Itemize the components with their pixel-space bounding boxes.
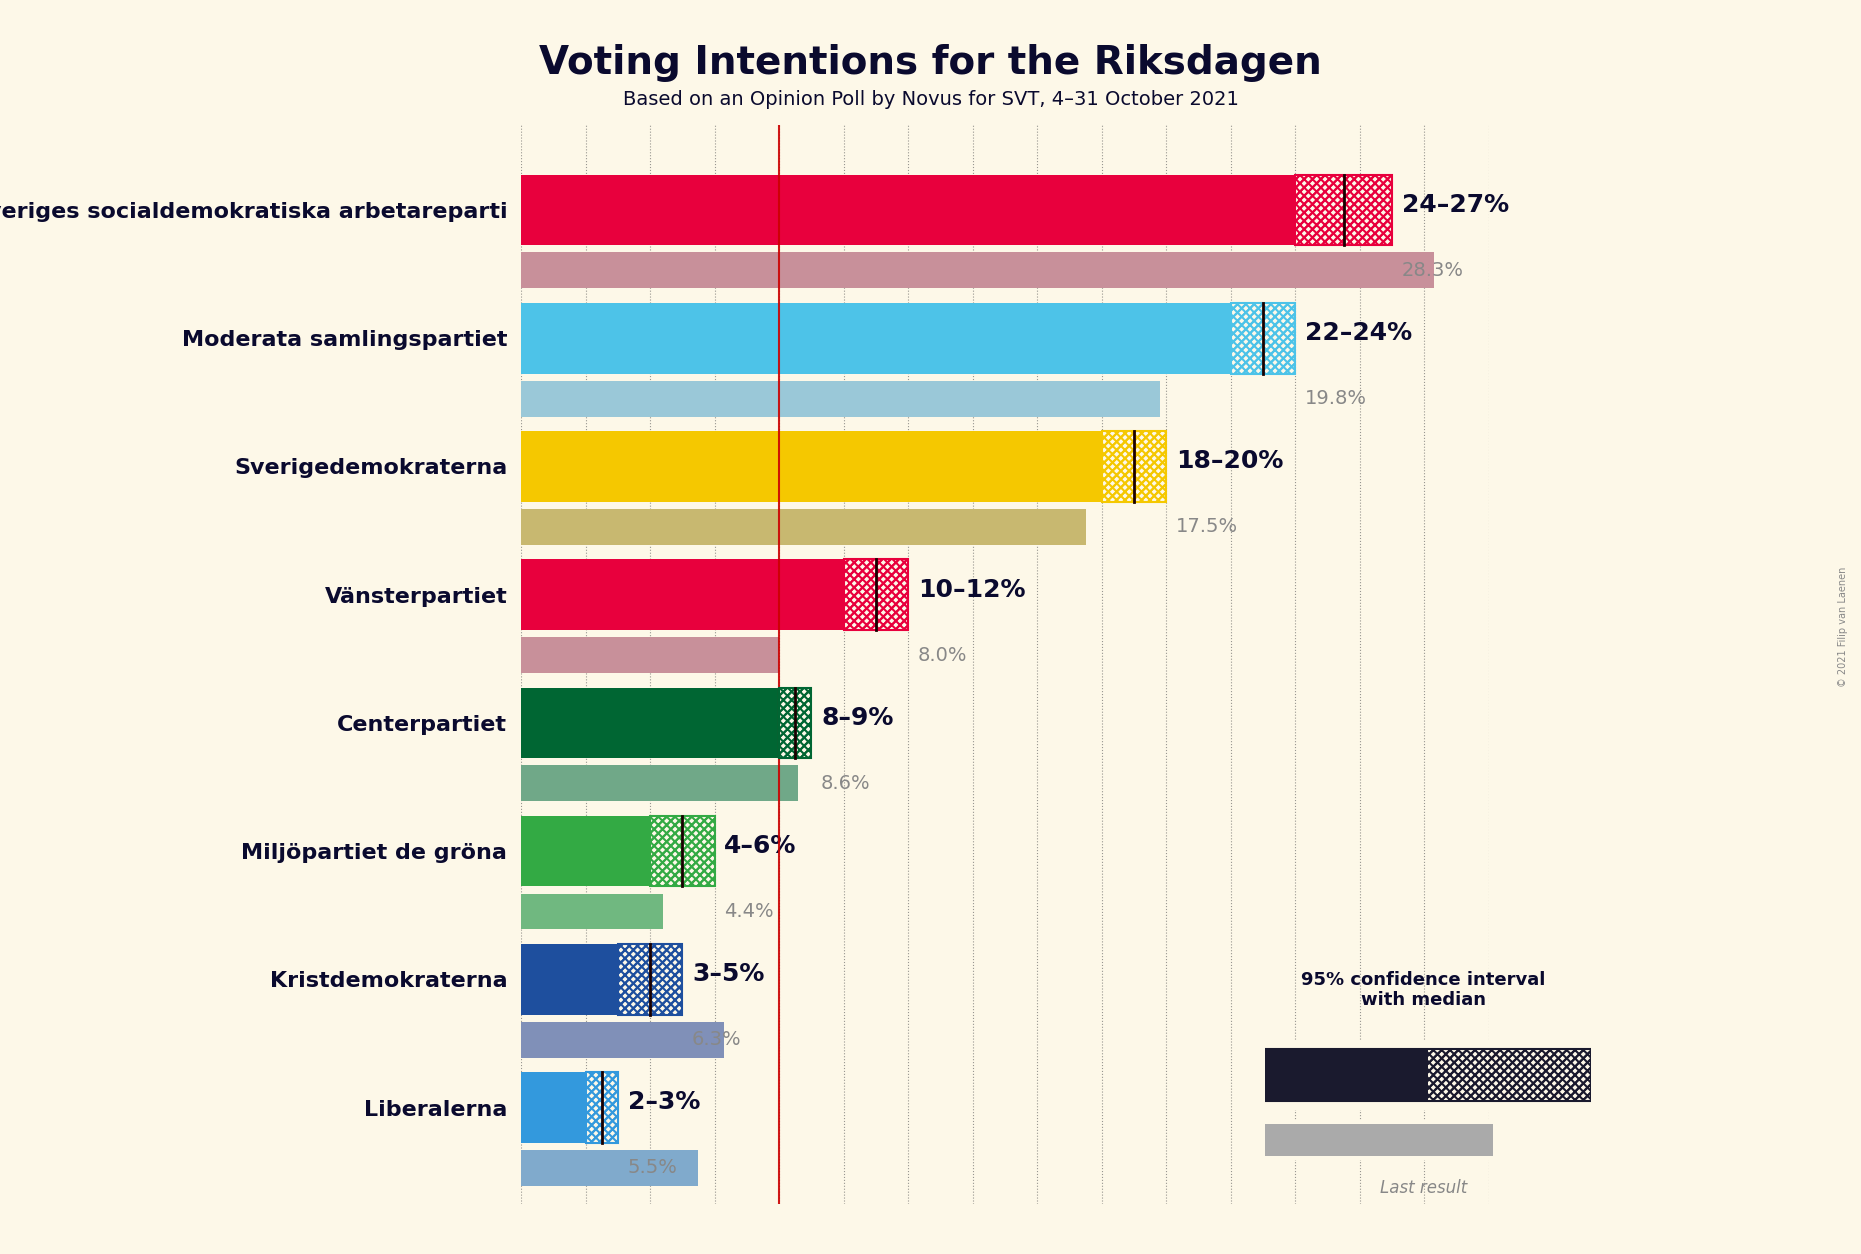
Text: 8.6%: 8.6%	[821, 774, 871, 793]
Bar	[521, 303, 1230, 374]
Bar	[521, 816, 649, 887]
Bar	[843, 559, 908, 630]
Bar	[521, 765, 798, 801]
Bar	[1295, 174, 1392, 246]
Text: 2–3%: 2–3%	[627, 1091, 700, 1115]
Bar	[843, 559, 908, 630]
Bar	[521, 1072, 586, 1142]
Bar	[521, 894, 663, 929]
Bar	[521, 1022, 724, 1057]
Text: 19.8%: 19.8%	[1305, 389, 1368, 408]
Text: 4–6%: 4–6%	[724, 834, 797, 858]
Text: © 2021 Filip van Laenen: © 2021 Filip van Laenen	[1839, 567, 1848, 687]
Text: 3–5%: 3–5%	[692, 962, 765, 986]
Bar	[1230, 303, 1295, 374]
Bar	[1429, 1050, 1591, 1101]
Bar	[780, 687, 811, 759]
Text: Last result: Last result	[1381, 1179, 1466, 1196]
Bar	[1265, 1124, 1493, 1156]
Bar	[1295, 174, 1392, 246]
Bar	[1295, 174, 1392, 246]
Bar	[1295, 174, 1392, 246]
Bar	[521, 252, 1435, 288]
Bar	[780, 687, 811, 759]
Bar	[521, 174, 1295, 246]
Text: 17.5%: 17.5%	[1176, 518, 1238, 537]
Bar	[521, 559, 843, 630]
Bar	[649, 816, 715, 887]
Bar	[1102, 431, 1167, 502]
Bar	[618, 944, 683, 1014]
Bar	[1265, 1050, 1591, 1101]
Bar	[1102, 431, 1167, 502]
Bar	[843, 559, 908, 630]
Text: 8.0%: 8.0%	[917, 646, 968, 665]
Bar	[586, 1072, 618, 1142]
Bar	[649, 816, 715, 887]
Bar	[1102, 431, 1167, 502]
Text: 4.4%: 4.4%	[724, 902, 774, 920]
Bar	[521, 687, 780, 759]
Bar	[618, 944, 683, 1014]
Bar	[1230, 303, 1295, 374]
Bar	[521, 637, 780, 673]
Bar	[521, 944, 618, 1014]
Bar	[618, 944, 683, 1014]
Bar	[521, 509, 1085, 544]
Text: Voting Intentions for the Riksdagen: Voting Intentions for the Riksdagen	[540, 44, 1321, 82]
Bar	[586, 1072, 618, 1142]
Bar	[1230, 303, 1295, 374]
Bar	[843, 559, 908, 630]
Text: 5.5%: 5.5%	[627, 1159, 677, 1178]
Bar	[521, 1150, 698, 1186]
Bar	[1429, 1050, 1591, 1101]
Bar	[1102, 431, 1167, 502]
Text: 8–9%: 8–9%	[821, 706, 893, 730]
Bar	[780, 687, 811, 759]
Bar	[521, 431, 1102, 502]
Text: 95% confidence interval
with median: 95% confidence interval with median	[1301, 971, 1546, 1009]
Text: 6.3%: 6.3%	[692, 1031, 743, 1050]
Text: 22–24%: 22–24%	[1305, 321, 1412, 345]
Bar	[1429, 1050, 1591, 1101]
Bar	[521, 381, 1159, 416]
Bar	[618, 944, 683, 1014]
Text: Based on an Opinion Poll by Novus for SVT, 4–31 October 2021: Based on an Opinion Poll by Novus for SV…	[623, 90, 1238, 109]
Text: 24–27%: 24–27%	[1401, 193, 1509, 217]
Text: 28.3%: 28.3%	[1401, 261, 1465, 280]
Bar	[649, 816, 715, 887]
Bar	[586, 1072, 618, 1142]
Bar	[1265, 1050, 1429, 1101]
Bar	[780, 687, 811, 759]
Bar	[586, 1072, 618, 1142]
Text: 10–12%: 10–12%	[917, 578, 1025, 602]
Bar	[1230, 303, 1295, 374]
Bar	[649, 816, 715, 887]
Text: 18–20%: 18–20%	[1176, 449, 1284, 473]
